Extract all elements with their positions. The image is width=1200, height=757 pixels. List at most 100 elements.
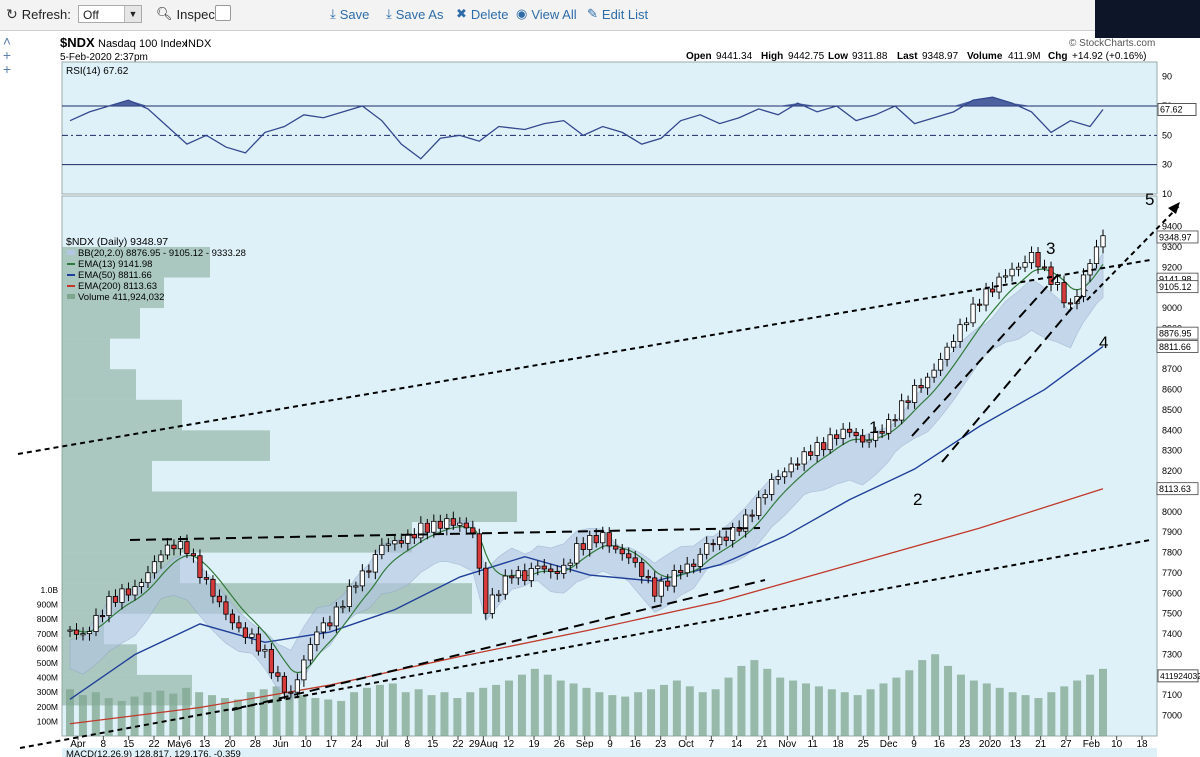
candle-body — [203, 577, 210, 580]
candle-body — [119, 588, 125, 603]
plus-icon[interactable]: + — [2, 61, 12, 77]
side-zoom-controls: ˄ + + — [0, 34, 14, 94]
legend-volume: Volume 411,924,032 — [78, 292, 164, 303]
candle-body — [619, 548, 625, 555]
edit-list-button[interactable]: ✎ Edit List — [587, 6, 648, 22]
candle-body — [327, 622, 333, 627]
candle-body — [808, 451, 814, 456]
ema13-line — [69, 263, 1104, 674]
high-value: 9442.75 — [788, 51, 825, 62]
price-tick-label: 7800 — [1162, 548, 1182, 558]
price-tag-label: 8811.66 — [1159, 342, 1191, 352]
volume-bar — [324, 699, 333, 736]
candle-body — [450, 518, 456, 526]
volume-value-tag-label: 411924032 — [1160, 671, 1200, 681]
volume-bar — [298, 695, 307, 736]
refresh-select[interactable]: Off ▼ — [78, 5, 142, 23]
last-value: 9348.97 — [922, 51, 959, 62]
date-tick-label: 10 — [1111, 739, 1123, 750]
price-tick-label: 8000 — [1162, 507, 1182, 517]
rsi-layer — [62, 96, 1157, 166]
price-tick-label: 8600 — [1162, 385, 1182, 395]
volume-bar — [944, 665, 953, 736]
rsi-line — [69, 96, 1104, 160]
candle-body — [301, 659, 307, 681]
price-tick-label: 7000 — [1162, 711, 1182, 721]
bollinger-band — [69, 251, 1104, 701]
date-tick-label: 2020 — [979, 739, 1002, 750]
candle-body — [1100, 235, 1106, 248]
save-button[interactable]: ⤓ Save — [330, 6, 369, 22]
date-tick-label: 8 — [405, 739, 411, 750]
date-tick-label: 15 — [427, 739, 439, 750]
candle-body — [684, 563, 690, 574]
candle-body — [268, 649, 275, 674]
candle-body — [541, 565, 547, 570]
volume-tick-label: 400M — [37, 673, 58, 683]
view-all-button[interactable]: ◉ View All — [516, 6, 577, 22]
save-as-label: Save As — [395, 6, 444, 22]
date-tick-label: 14 — [731, 739, 743, 750]
date-tick-label: 10 — [300, 739, 312, 750]
date-tick-label: Feb — [1083, 739, 1101, 750]
price-tick-label: 7400 — [1162, 629, 1182, 639]
refresh-icon[interactable]: ↻ — [6, 6, 18, 22]
rsi-tick-label: 30 — [1162, 160, 1172, 170]
price-tag — [1156, 482, 1199, 496]
candle-body — [639, 562, 645, 577]
candle-body — [138, 582, 145, 587]
volume-bar — [763, 668, 772, 736]
macd-label: MACD(12,26,9) 128.817, 129.176, -0.359 — [66, 749, 241, 757]
volume-axis: 1.0B 900M 800M 700M 600M 500M 400M 300M 200M 100M… — [37, 585, 1200, 726]
candle-body — [937, 358, 944, 371]
volume-profile-bar — [62, 491, 517, 523]
volume-bar — [569, 683, 578, 736]
wave-label-4: 4 — [1099, 333, 1108, 352]
volume-bar — [492, 684, 501, 736]
price-tick-label: 9000 — [1162, 303, 1182, 313]
chart-datetime: 5-Feb-2020 2:37pm — [60, 52, 148, 63]
price-tick-label: 8500 — [1162, 405, 1182, 415]
chevron-up-icon[interactable]: ˄ — [2, 33, 12, 49]
save-as-button[interactable]: ⤓ Save As — [386, 6, 443, 22]
chart-symbol: $NDX — [60, 35, 95, 50]
candle-body — [67, 629, 73, 632]
eye-icon: ◉ — [516, 6, 528, 21]
volume-bar — [388, 683, 397, 736]
candle-body — [574, 543, 580, 564]
volume-profile-bar — [62, 246, 210, 278]
candle-body — [710, 543, 716, 546]
date-tick-label: Jul — [376, 739, 389, 750]
candle-body — [411, 534, 417, 539]
candle-body — [983, 288, 989, 306]
candle-body — [489, 594, 495, 614]
save-icon: ⤓ — [330, 6, 336, 21]
candle-body — [853, 431, 859, 437]
plus-icon[interactable]: + — [2, 47, 12, 63]
open-label: Open — [686, 51, 712, 62]
candle-body — [255, 633, 262, 652]
candle-body — [333, 606, 339, 627]
delete-button[interactable]: ✖ Delete — [456, 6, 508, 22]
save-as-icon: ⤓ — [386, 6, 392, 21]
candle-body — [80, 633, 86, 636]
inspect-control[interactable]: 🔍︎ Inspect — [156, 6, 218, 22]
candle-body — [762, 494, 768, 499]
inspect-checkbox[interactable] — [215, 5, 231, 21]
candle-body — [93, 615, 99, 632]
candle-body — [262, 649, 268, 652]
candle-body — [476, 533, 482, 569]
candle-body — [996, 276, 1002, 293]
candle-body — [1067, 302, 1074, 305]
volume-bar — [285, 692, 294, 736]
low-label: Low — [828, 51, 848, 62]
candle-body — [1028, 252, 1035, 264]
date-tick-label: 22 — [452, 739, 464, 750]
legend-ema13: EMA(13) 9141.98 — [78, 259, 152, 270]
candle-body — [554, 571, 560, 574]
candle-body — [873, 431, 879, 441]
volume-tick-label: 600M — [37, 643, 58, 653]
candle-body — [769, 479, 775, 495]
date-tick-label: 7 — [709, 739, 715, 750]
